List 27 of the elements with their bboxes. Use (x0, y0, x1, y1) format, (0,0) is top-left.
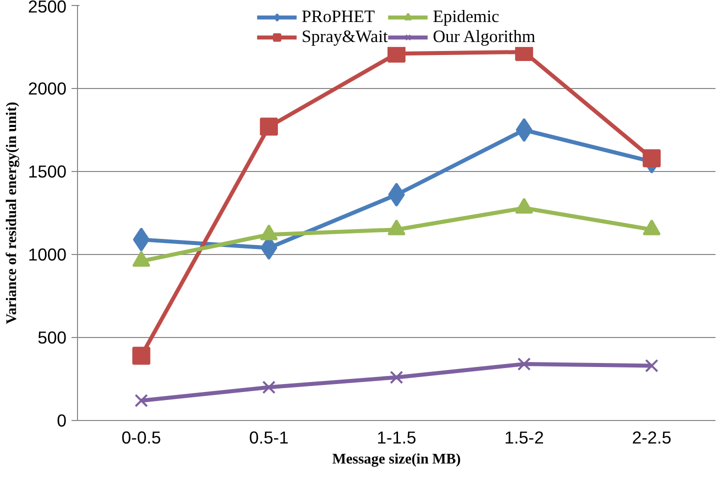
x-tick-label: 2-2.5 (632, 428, 672, 448)
legend-label: PRoPHET (302, 7, 375, 27)
y-axis-title: Variance of residual energy(in unit) (4, 102, 20, 324)
point (390, 370, 404, 384)
legend-label: Spray&Wait (302, 27, 388, 47)
point (132, 228, 150, 252)
y-tick-label: 500 (38, 328, 67, 348)
x-tick-label: 1-1.5 (376, 428, 416, 448)
point (642, 149, 661, 168)
point (517, 357, 531, 371)
legend-label: Epidemic (432, 7, 500, 27)
y-tick-label: 2500 (28, 0, 67, 16)
point (260, 118, 278, 136)
point (132, 346, 150, 365)
point (134, 394, 148, 408)
point (645, 359, 658, 372)
y-tick-label: 1500 (28, 162, 67, 182)
legend-label: Our Algorithm (432, 27, 536, 47)
y-tick-label: 0 (56, 410, 67, 430)
y-tick-label: 1000 (28, 244, 67, 264)
x-tick-label: 0.5-1 (249, 428, 289, 448)
point (262, 380, 276, 394)
x-axis-title: Message size(in MB) (332, 452, 461, 468)
x-tick-label: 1.5-2 (504, 428, 544, 448)
point (516, 118, 532, 142)
x-tick-label: 0-0.5 (122, 428, 162, 448)
y-tick-label: 2000 (28, 78, 67, 98)
